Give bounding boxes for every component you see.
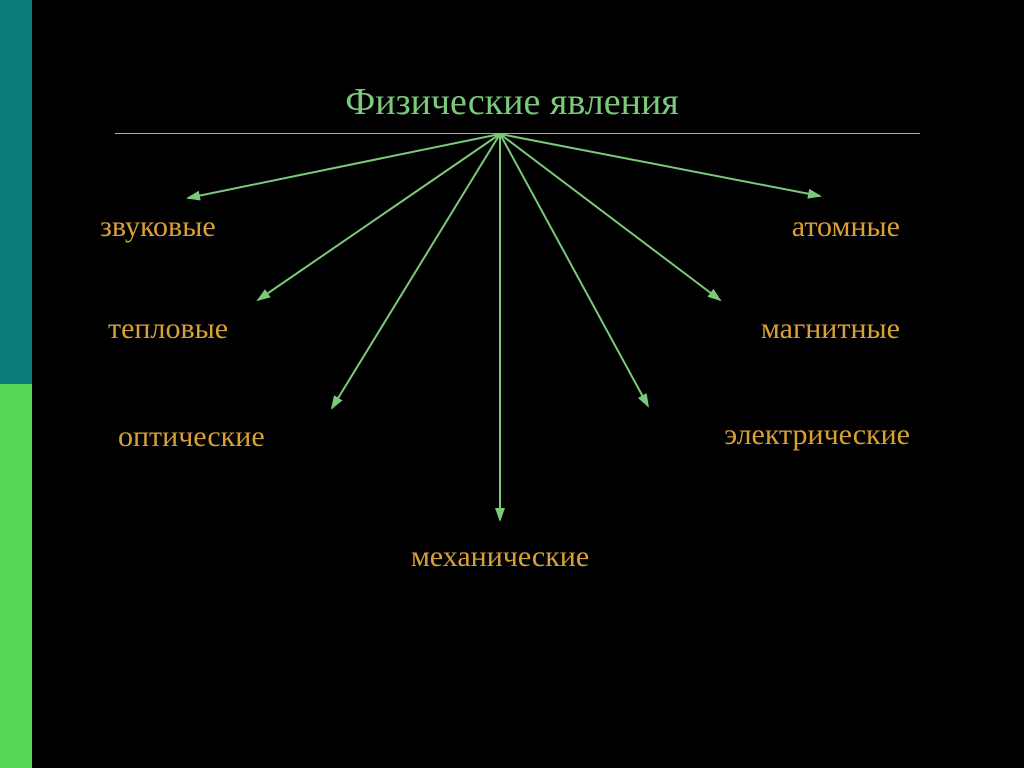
category-label: электрические bbox=[724, 418, 910, 452]
arrow-2 bbox=[332, 134, 500, 408]
sidebar-accent-top bbox=[0, 0, 32, 384]
category-label: механические bbox=[411, 540, 589, 574]
sidebar-accent-bottom bbox=[0, 384, 32, 768]
arrow-0 bbox=[188, 134, 500, 198]
slide-content: Физические явления звуковые тепловые оптич… bbox=[32, 0, 1024, 768]
arrow-6 bbox=[500, 134, 820, 196]
title-underline bbox=[115, 133, 920, 134]
category-label: атомные bbox=[792, 210, 900, 244]
category-label: звуковые bbox=[100, 210, 216, 244]
arrow-1 bbox=[258, 134, 500, 300]
arrow-4 bbox=[500, 134, 648, 406]
diagram-title: Физические явления bbox=[345, 80, 679, 124]
category-label: магнитные bbox=[761, 312, 900, 346]
category-label: тепловые bbox=[108, 312, 228, 346]
sidebar bbox=[0, 0, 32, 768]
category-label: оптические bbox=[118, 420, 265, 454]
arrow-5 bbox=[500, 134, 720, 300]
